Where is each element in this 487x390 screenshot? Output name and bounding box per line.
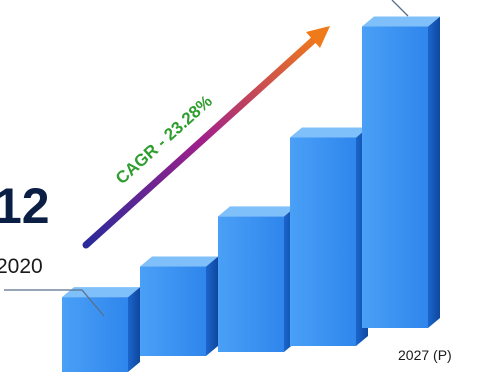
bar-2-front bbox=[140, 266, 206, 356]
end-leader-line bbox=[391, 0, 409, 17]
bar-5-front bbox=[362, 26, 428, 329]
bar-4-front bbox=[290, 137, 356, 346]
bars-group bbox=[62, 16, 440, 372]
start-leader-line bbox=[4, 289, 105, 317]
start-value-label: 12 bbox=[0, 178, 50, 234]
bar-3-front bbox=[218, 216, 284, 352]
cagr-arrow-shaft bbox=[82, 32, 322, 249]
bar-2-side bbox=[206, 256, 218, 356]
bar-5-side bbox=[428, 16, 440, 329]
cagr-arrow bbox=[82, 26, 330, 249]
start-year-label: 2020 bbox=[0, 255, 43, 278]
bar-1-front bbox=[62, 297, 128, 372]
bar-4-top bbox=[290, 127, 368, 138]
bar-1-top bbox=[62, 287, 140, 298]
bar-5-top bbox=[362, 16, 440, 27]
cagr-arrow-head bbox=[306, 26, 330, 48]
end-year-label: 2027 (P) bbox=[398, 347, 452, 363]
bar-1-side bbox=[128, 287, 140, 372]
bar-3-top bbox=[218, 206, 296, 217]
bar-2-top bbox=[140, 256, 218, 267]
